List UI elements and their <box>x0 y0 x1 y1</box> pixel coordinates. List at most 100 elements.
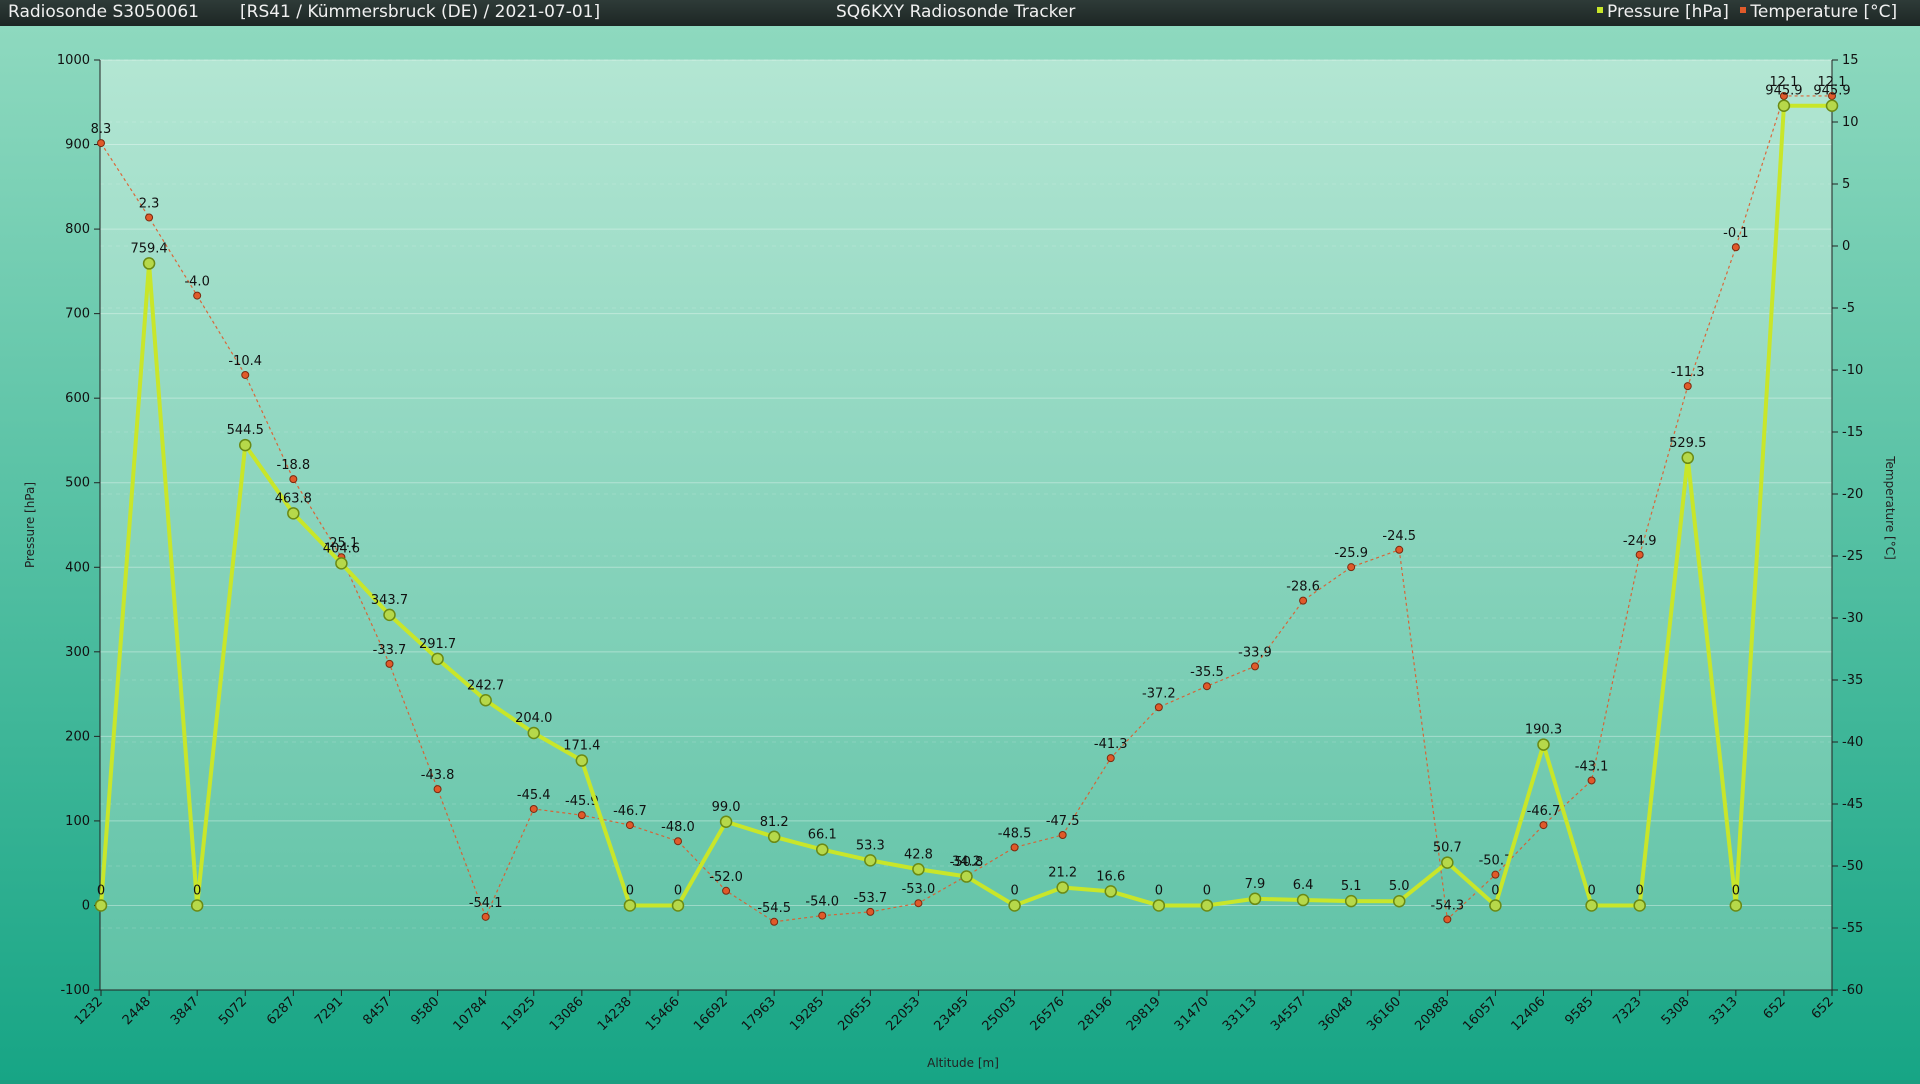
y-tick-label: 900 <box>65 138 90 153</box>
x-tick-label: 12406 <box>1508 994 1548 1034</box>
x-tick-label: 23495 <box>931 994 971 1034</box>
temperature-data-label: -33.7 <box>373 643 407 658</box>
pressure-point <box>864 854 877 867</box>
sonde-info: [RS41 / Kümmersbruck (DE) / 2021-07-01] <box>240 2 601 22</box>
y-axis-label: Pressure [hPa] <box>23 482 37 568</box>
pressure-data-label: 34.2 <box>952 855 981 870</box>
temperature-point <box>1202 682 1211 691</box>
pressure-point <box>1489 899 1502 912</box>
temperature-point <box>1491 870 1500 879</box>
y2-tick-label: -40 <box>1842 735 1863 750</box>
pressure-point <box>142 257 156 270</box>
x-tick-label: 17963 <box>739 994 779 1034</box>
pressure-data-label: 242.7 <box>467 678 504 693</box>
pressure-data-label: 99.0 <box>712 800 741 815</box>
x-tick-label: 33113 <box>1220 994 1260 1034</box>
pressure-point <box>767 830 781 844</box>
x-tick-label: 2448 <box>120 994 154 1028</box>
y-tick-label: 300 <box>65 645 90 660</box>
pressure-data-label: 66.1 <box>808 828 837 843</box>
pressure-point <box>1681 451 1694 465</box>
pressure-data-label: 544.5 <box>227 423 264 438</box>
y-tick-label: 0 <box>82 898 90 913</box>
x-tick-label: 34557 <box>1268 994 1308 1034</box>
temperature-point <box>1010 843 1019 852</box>
y-tick-label: 600 <box>65 391 90 406</box>
pressure-data-label: 945.9 <box>1813 84 1850 99</box>
x-tick-label: 3313 <box>1707 994 1741 1028</box>
pressure-data-label: 0 <box>1587 883 1595 898</box>
temperature-point <box>385 659 394 668</box>
legend[interactable]: Pressure [hPa] Temperature [°C] <box>1597 2 1897 22</box>
x-tick-label: 25003 <box>980 994 1020 1034</box>
y2-tick-label: -60 <box>1842 983 1863 998</box>
temperature-point <box>770 917 779 926</box>
temperature-point <box>1251 662 1259 671</box>
pressure-point <box>1056 881 1069 894</box>
pressure-data-label: 50.7 <box>1433 841 1462 856</box>
pressure-data-label: 171.4 <box>563 739 600 754</box>
temperature-point <box>1731 243 1740 252</box>
temperature-point <box>625 821 634 830</box>
temperature-point <box>1587 776 1596 785</box>
temperature-point <box>1299 596 1308 605</box>
y-tick-label: 100 <box>65 814 90 829</box>
x-tick-label: 652 <box>1761 994 1789 1022</box>
temperature-data-label: -43.8 <box>421 768 455 783</box>
pressure-data-label: 21.2 <box>1048 866 1077 881</box>
pressure-point <box>671 899 685 912</box>
pressure-point <box>1585 899 1598 912</box>
x-tick-label: 9585 <box>1562 994 1596 1028</box>
temperature-data-label: -25.9 <box>1334 546 1368 561</box>
pressure-data-label: 0 <box>1491 883 1499 898</box>
pressure-data-label: 16.6 <box>1096 869 1125 884</box>
temperature-point <box>1058 831 1067 839</box>
y2-tick-label: -25 <box>1842 549 1863 564</box>
pressure-point <box>1248 892 1262 906</box>
temperature-point <box>1443 915 1452 924</box>
temperature-data-label: -35.5 <box>1190 665 1224 680</box>
temperature-data-label: -24.9 <box>1623 534 1657 549</box>
temperature-point <box>866 907 875 916</box>
x-tick-label: 7291 <box>312 994 346 1028</box>
pressure-point <box>479 694 492 707</box>
temperature-data-label: -10.4 <box>228 354 262 369</box>
temperature-data-label: 12.1 <box>1769 75 1798 90</box>
y2-tick-label: -30 <box>1842 611 1863 626</box>
pressure-point <box>431 652 444 666</box>
temperature-data-label: -37.2 <box>1142 686 1176 701</box>
altitude-axis: 1232 2448 3847 5072 6287 7291 8457 9580 10784 119… <box>72 989 1837 1034</box>
pressure-point <box>527 726 540 740</box>
pressure-point <box>287 507 300 520</box>
pressure-point <box>1777 99 1791 112</box>
temperature-point <box>1395 545 1404 554</box>
temperature-data-label: 8.3 <box>91 122 112 137</box>
pressure-point <box>1008 899 1021 912</box>
x-tick-label: 8457 <box>360 994 394 1028</box>
x-tick-label: 6287 <box>264 994 298 1028</box>
pressure-point <box>623 899 637 912</box>
temperature-point <box>241 370 250 379</box>
pressure-point <box>816 843 829 856</box>
y2-tick-label: 5 <box>1842 177 1850 192</box>
temperature-data-label: -54.1 <box>469 896 503 911</box>
temperature-point <box>1828 91 1836 100</box>
x-tick-label: 13086 <box>547 994 587 1034</box>
temperature-point <box>1779 91 1788 100</box>
pressure-data-label: 343.7 <box>371 593 408 608</box>
y-tick-label: 700 <box>65 307 90 322</box>
temperature-data-label: -48.5 <box>998 826 1032 841</box>
temperature-point <box>577 811 586 820</box>
legend-pressure-swatch <box>1597 7 1603 13</box>
temperature-point <box>145 213 154 222</box>
y2-tick-label: 10 <box>1842 115 1859 130</box>
y2-tick-label: 15 <box>1842 53 1859 68</box>
temperature-data-label: -54.0 <box>805 895 839 910</box>
pressure-data-label: 529.5 <box>1669 436 1706 451</box>
pressure-point <box>1729 899 1743 912</box>
pressure-data-label: 53.3 <box>856 838 885 853</box>
temperature-point <box>674 837 682 846</box>
temperature-data-label: -11.3 <box>1671 365 1705 380</box>
pressure-point <box>1152 899 1166 912</box>
temperature-data-label: -45.4 <box>517 788 551 803</box>
